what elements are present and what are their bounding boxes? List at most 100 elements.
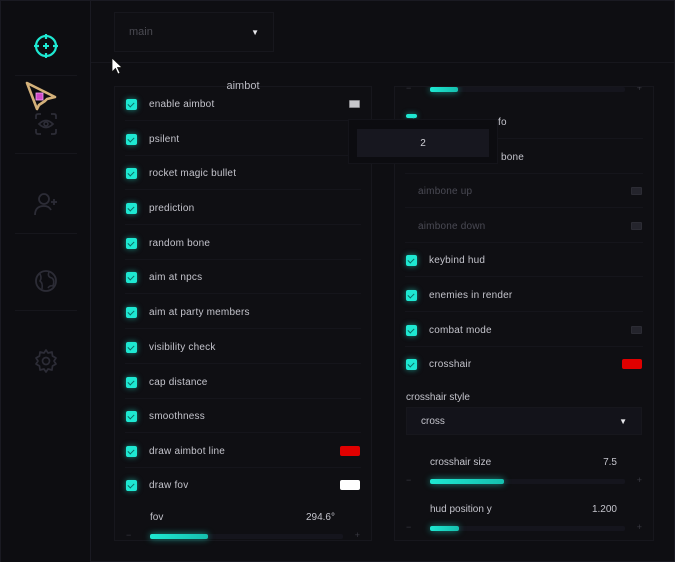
slider-increment-button[interactable]: + [636,522,642,532]
checkbox[interactable] [406,358,417,370]
keyboard-icon[interactable] [631,326,642,334]
option-smoothness[interactable]: smoothness [115,399,371,433]
checkbox[interactable] [126,306,137,318]
gear-icon [35,349,57,373]
option-label: draw fov [149,479,189,491]
option-label: cap distance [149,376,208,388]
option-label: aim at party members [149,306,250,318]
checkbox[interactable] [126,237,137,249]
option-draw-fov[interactable]: draw fov [115,468,371,502]
option-label: enemies in render [429,289,513,301]
option-draw-aimbot-line[interactable]: draw aimbot line [115,434,371,468]
color-picker-swatch[interactable] [340,480,360,490]
slider-label: fov [150,512,164,523]
slider-value: 294.6° [305,512,335,523]
top-slider[interactable]: − + [395,86,653,111]
option-aimbone-down[interactable]: aimbone down [395,209,653,243]
sidebar-item-world[interactable] [15,251,77,311]
slider-decrement-button[interactable]: − [126,530,132,540]
option-rocket-magic-bullet[interactable]: rocket magic bullet [115,156,371,190]
keyboard-icon[interactable] [349,100,360,108]
sidebar-item-players[interactable] [15,174,77,234]
option-aimbone-up[interactable]: aimbone up [395,174,653,208]
color-picker-swatch[interactable] [622,359,642,369]
value-input-popup: 2 [348,119,498,164]
option-label: aimbone down [418,220,486,232]
option-label: aimbone up [418,185,473,197]
slider-decrement-button[interactable]: − [406,86,412,93]
option-label: bone [501,151,525,163]
checkbox[interactable] [126,410,137,422]
color-picker-swatch[interactable] [340,446,360,456]
header-divider [91,62,674,63]
option-bone[interactable]: bone [395,140,653,174]
slider-track[interactable] [430,479,625,484]
checkbox[interactable] [406,254,417,266]
checkbox[interactable] [406,289,417,301]
slider-decrement-button[interactable]: − [406,475,412,485]
slider-increment-button[interactable]: + [636,475,642,485]
option-prediction[interactable]: prediction [115,191,371,225]
slider-value: 7.5 [603,457,617,468]
keyboard-icon[interactable] [631,222,642,230]
config-dropdown-value: main [129,26,153,38]
option-label: visibility check [149,341,216,353]
slider-track[interactable] [430,87,625,92]
option-combat-mode[interactable]: combat mode [395,313,653,347]
config-dropdown[interactable]: main ▼ [114,12,274,52]
option-label: enable aimbot [149,98,215,110]
sidebar-item-aimbot[interactable] [15,16,77,76]
option-psilent[interactable]: psilent [115,122,371,156]
slider-track[interactable] [430,526,625,531]
crosshair-style-dropdown[interactable]: cross ▼ [406,407,642,435]
hud-position-y-slider[interactable]: hud position y 1.200 − + [395,504,653,540]
option-enemies-in-render[interactable]: enemies in render [395,278,653,312]
option-aim-at-npcs[interactable]: aim at npcs [115,260,371,294]
option-label: psilent [149,133,180,145]
sidebar-item-visuals[interactable] [15,94,77,154]
chevron-down-icon: ▼ [619,416,627,426]
slider-increment-button[interactable]: + [636,86,642,93]
checkbox[interactable] [126,445,137,457]
checkbox[interactable] [126,98,137,110]
checkbox[interactable] [126,202,137,214]
globe-icon [35,270,57,292]
user-plus-icon [34,193,57,216]
option-label: aim at npcs [149,271,203,283]
option-random-bone[interactable]: random bone [115,226,371,260]
dropdown-value: cross [421,415,445,427]
option-label: draw aimbot line [149,445,226,457]
slider-increment-button[interactable]: + [354,530,360,540]
checkbox[interactable] [406,324,417,336]
chevron-down-icon: ▼ [251,27,259,37]
mouse-cursor-icon [111,57,123,75]
checkbox[interactable] [406,114,417,118]
checkbox[interactable] [126,376,137,388]
checkbox[interactable] [126,133,137,145]
crosshair-size-slider[interactable]: crosshair size 7.5 − + [395,457,653,503]
option-enable-aimbot[interactable]: enable aimbot [115,87,371,121]
aimbot-panel: aimbot enable aimbot psilent rocket magi… [114,80,372,541]
slider-fill [430,87,458,92]
option-keybind-hud[interactable]: keybind hud [395,243,653,277]
keyboard-icon[interactable] [631,187,642,195]
checkbox[interactable] [126,271,137,283]
checkbox[interactable] [126,167,137,179]
option-visibility-check[interactable]: visibility check [115,330,371,364]
option-label: random bone [149,237,211,249]
value-input[interactable]: 2 [357,129,489,157]
slider-decrement-button[interactable]: − [406,522,412,532]
slider-value: 1.200 [591,504,617,515]
option-info[interactable]: ıfo [395,105,653,139]
option-aim-at-party-members[interactable]: aim at party members [115,295,371,329]
slider-fill [150,534,208,539]
fov-slider[interactable]: fov 294.6° − + [115,512,371,558]
option-label: ıfo [495,116,507,128]
checkbox[interactable] [126,341,137,353]
slider-track[interactable] [150,534,343,539]
option-crosshair[interactable]: crosshair [395,347,653,381]
sidebar-item-settings[interactable] [15,331,77,391]
eye-scan-icon [35,113,57,135]
option-cap-distance[interactable]: cap distance [115,365,371,399]
checkbox[interactable] [126,479,137,491]
